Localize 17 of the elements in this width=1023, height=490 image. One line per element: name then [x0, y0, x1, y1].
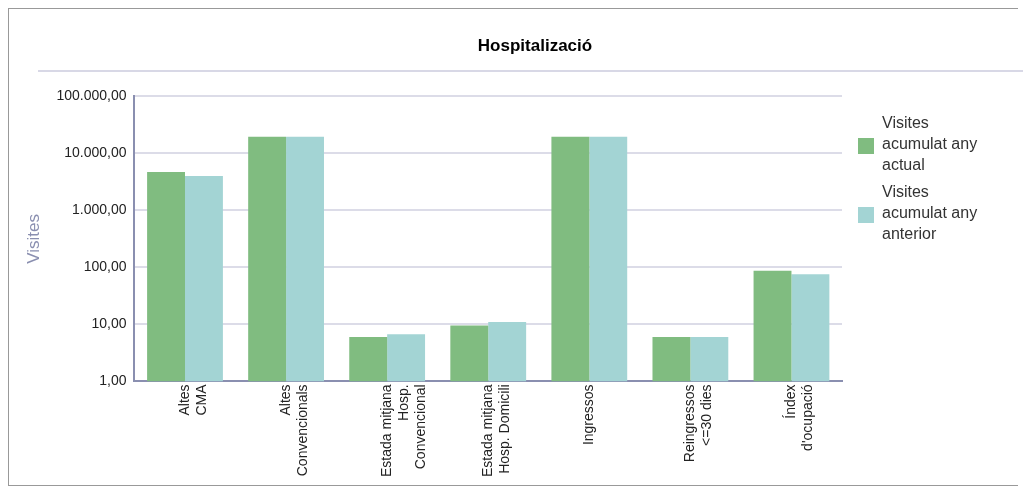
x-tick-label: Índex d'ocupació — [782, 384, 816, 451]
legend-label: Visites acumulat any actual — [882, 113, 979, 175]
x-tick-label: Estada mitjana Hosp. Convencional — [378, 384, 428, 477]
chart-title: Hospitalizació — [476, 36, 594, 56]
x-tick-label: Ingressos — [580, 384, 597, 446]
y-tick-label: 1,00 — [99, 372, 127, 389]
y-axis-title: Visites — [23, 214, 43, 264]
x-tick-label: Reingressos <=30 dies — [681, 384, 715, 463]
y-tick-label: 100,00 — [83, 258, 127, 275]
x-tick-label: Altes Convencionals — [276, 384, 310, 477]
y-tick-label: 10.000,00 — [64, 144, 127, 161]
y-tick-label: 10,00 — [91, 315, 127, 332]
y-tick-label: 1.000,00 — [71, 201, 127, 218]
x-tick-label: Altes CMA — [175, 383, 209, 416]
x-tick-label: Estada mitjana Hosp. Domicili — [479, 384, 512, 477]
legend-label: Visites acumulat any anterior — [882, 182, 979, 244]
y-tick-label: 100.000,00 — [56, 87, 127, 104]
